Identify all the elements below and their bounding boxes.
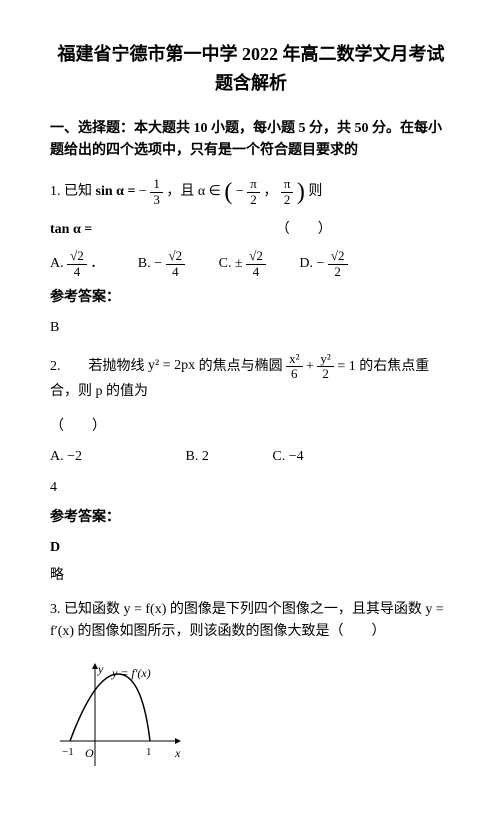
q2-options: A. −2 B. 2 C. −4: [50, 446, 452, 468]
section-header: 一、选择题：本大题共 10 小题，每小题 5 分，共 50 分。在每小题给出的四…: [50, 118, 452, 163]
q2-ell-b-num: y²: [317, 352, 333, 367]
q1-interval-b: π 2: [281, 177, 294, 207]
q1-int-a-den: 2: [247, 193, 260, 207]
q1-optD-label: D.: [299, 256, 313, 271]
q1-int-b-num: π: [281, 177, 294, 192]
q1-optC-num: √2: [246, 249, 266, 264]
q3-pos1: 1: [146, 744, 152, 762]
q3-x-label: x: [175, 744, 180, 763]
q2-ell-b: y² 2: [317, 352, 333, 382]
q1-optC-sign: ±: [235, 256, 243, 271]
q2-mid1: 的焦点与椭圆: [199, 359, 287, 374]
q1-options: A. √2 4 ． B. − √2 4 C. ± √2 4 D. − √2 2: [50, 249, 452, 279]
q1-answer: B: [50, 317, 452, 339]
q2-detail: 略: [50, 565, 452, 587]
q1-optB-den: 4: [166, 265, 186, 279]
q3-fx-label: y = f′(x): [112, 664, 151, 683]
q1-optA-num: √2: [67, 249, 87, 264]
q1-optC-label: C.: [219, 256, 232, 271]
open-paren-icon: (: [224, 183, 232, 202]
q2-eq1: = 1: [337, 359, 355, 374]
q1-frac: 1 3: [150, 177, 163, 207]
q1-optC-frac: √2 4: [246, 249, 266, 279]
q2-mid3: 的值为: [106, 384, 148, 399]
q2-para: y² = 2px: [148, 355, 195, 377]
q1-sin-label: sin α =: [96, 184, 136, 199]
q1-optC-den: 4: [246, 265, 266, 279]
q1-and: ，且: [166, 184, 194, 199]
q1-then: 则: [308, 184, 322, 199]
q2-opt-d: 4: [50, 477, 452, 499]
q1-prefix: 1. 已知: [50, 184, 92, 199]
q1-opt-d: D. − √2 2: [299, 249, 347, 279]
q2-p: p: [96, 384, 103, 399]
q1-optB-num: √2: [166, 249, 186, 264]
q2-opt-a: A. −2: [50, 446, 82, 468]
q2-ell-b-den: 2: [317, 367, 333, 381]
q2-paren: （ ）: [50, 416, 452, 438]
q1-optD-den: 2: [328, 265, 348, 279]
q1-interval-a: π 2: [247, 177, 260, 207]
q1-comma: ，: [263, 184, 277, 199]
q1-optD-num: √2: [328, 249, 348, 264]
page-title: 福建省宁德市第一中学 2022 年高二数学文月考试题含解析: [50, 40, 452, 98]
question-1: 1. 已知 sin α = − 1 3 ，且 α ∈ ( − π 2 ， π 2…: [50, 177, 452, 207]
q1-optA-suffix: ．: [90, 256, 104, 271]
q2-ell-a-den: 6: [286, 367, 302, 381]
q1-optB-frac: √2 4: [166, 249, 186, 279]
q2-opt-c: C. −4: [272, 446, 303, 468]
q1-opt-a: A. √2 4 ．: [50, 249, 104, 279]
q1-tan-line: tan α = （ ）: [50, 219, 452, 241]
q3-y-label: y: [98, 660, 103, 679]
q1-optB-neg: −: [154, 256, 162, 271]
q2-ell-a: x² 6: [286, 352, 302, 382]
q1-frac-den: 3: [150, 193, 163, 207]
q2-answer: D: [50, 537, 452, 559]
close-paren-icon: ): [297, 183, 305, 202]
q3-graph: y y = f′(x) −1 O 1 x: [50, 656, 190, 776]
q1-alpha-in: α ∈: [198, 184, 221, 199]
q1-optA-frac: √2 4: [67, 249, 87, 279]
q3-text: 3. 已知函数 y = f(x) 的图像是下列四个图像之一，且其导函数 y = …: [50, 602, 444, 639]
q1-optA-den: 4: [67, 265, 87, 279]
q1-optB-label: B.: [138, 256, 151, 271]
q1-optA-label: A.: [50, 256, 64, 271]
q2-ell-a-num: x²: [286, 352, 302, 367]
q2-answer-label: 参考答案：: [50, 507, 452, 529]
q1-opt-b: B. − √2 4: [138, 249, 185, 279]
q1-opt-c: C. ± √2 4: [219, 249, 266, 279]
q1-optD-neg: −: [316, 256, 324, 271]
question-3: 3. 已知函数 y = f(x) 的图像是下列四个图像之一，且其导函数 y = …: [50, 599, 452, 644]
q1-int-a-num: π: [247, 177, 260, 192]
q2-opt-b: B. 2: [186, 446, 209, 468]
q2-plus: +: [306, 359, 314, 374]
q3-neg1: −1: [62, 744, 74, 762]
q1-frac-num: 1: [150, 177, 163, 192]
q2-prefix: 2. 若抛物线: [50, 359, 145, 374]
q1-answer-label: 参考答案：: [50, 287, 452, 309]
q1-neg: −: [139, 184, 147, 199]
q1-int-b-den: 2: [281, 193, 294, 207]
q3-origin: O: [85, 744, 94, 763]
q1-blank: （ ）: [276, 222, 332, 237]
q1-optD-frac: √2 2: [328, 249, 348, 279]
question-2: 2. 若抛物线 y² = 2px 的焦点与椭圆 x² 6 + y² 2 = 1 …: [50, 352, 452, 404]
q1-tan-eq: tan α =: [50, 222, 92, 237]
q1-int-neg: −: [236, 184, 244, 199]
